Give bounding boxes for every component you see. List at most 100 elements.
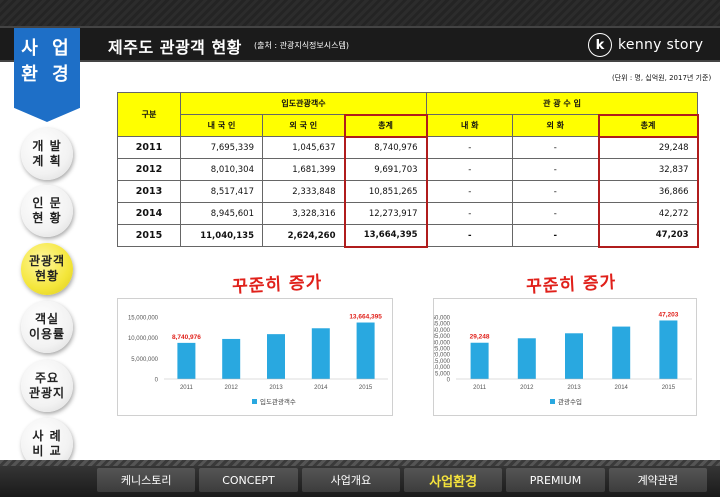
- annotation-revenue: 꾸준히 증가: [525, 272, 617, 298]
- table-cell-domestic: 8,945,601: [180, 202, 263, 225]
- table-cell-total: 12,273,917: [343, 202, 428, 225]
- unit-note: (단위 : 명, 십억원, 2017년 기준): [612, 74, 712, 82]
- bottom-nav: 케니스토리 CONCEPT 사업개요 사업환경 PREMIUM 계약관련: [97, 468, 707, 494]
- y-tick-label: 15,000,000: [128, 316, 159, 322]
- table-cell-foreign: 2,624,260: [262, 224, 345, 247]
- header-domestic: 내 국 인: [180, 114, 263, 137]
- visitors-chart: 0 5,000,000 10,000,000 15,000,000 2011 8,740,…: [117, 298, 393, 416]
- side-nav-development-plan[interactable]: 개 발 계 획: [21, 128, 73, 180]
- table-cell-rev_d: -: [426, 180, 514, 203]
- table-cell-domestic: 11,040,135: [180, 224, 263, 247]
- tab-contract[interactable]: 계약관련: [608, 468, 707, 492]
- y-tick-label: 5,000,000: [131, 357, 158, 363]
- table-cell-rev_d: -: [426, 202, 514, 225]
- y-tick-label: 40,000: [434, 328, 451, 334]
- side-nav-attractions[interactable]: 주요 관광지: [21, 360, 73, 412]
- side-nav-label: 객실 이용률: [28, 312, 66, 341]
- page-title: 제주도 관광객 현황: [108, 38, 242, 57]
- bar-2013: [267, 334, 285, 379]
- y-tick-label: 0: [155, 378, 159, 384]
- legend-swatch: [550, 399, 555, 404]
- table-cell-rev_total: 32,837: [597, 158, 699, 181]
- legend-label: 입도관광객수: [260, 397, 296, 406]
- table-cell-total: 8,740,976: [343, 136, 428, 159]
- table-row: 2011 7,695,339 1,045,637 8,740,976- -29,248: [117, 136, 699, 159]
- table-cell-total: 9,691,703: [343, 158, 428, 181]
- section-tag-line1: 사 업: [21, 38, 73, 59]
- x-tick-label: 2013: [567, 385, 581, 391]
- table-cell-rev_d: -: [426, 136, 514, 159]
- side-nav-label: 사 례 비 교: [32, 429, 62, 458]
- y-tick-label: 15,000: [434, 359, 451, 365]
- logo-text: kenny story: [618, 37, 704, 53]
- legend-swatch: [252, 399, 257, 404]
- revenue-chart-svg: 05,00010,00015,00020,00025,00030,00035,0…: [434, 311, 692, 406]
- data-label: 8,740,976: [172, 334, 201, 341]
- table-cell-foreign: 2,333,848: [262, 180, 345, 203]
- table-cell-rev_d: -: [426, 224, 514, 247]
- table-row: 2015 11,040,135 2,624,260 13,664,395- -47,20…: [117, 224, 699, 248]
- x-tick-label: 2015: [662, 385, 676, 391]
- table-cell-domestic: 8,010,304: [180, 158, 263, 181]
- side-nav-label: 주요 관광지: [28, 371, 66, 400]
- legend-label: 관광수입: [558, 397, 582, 406]
- side-nav-tourists[interactable]: 관광객 현황: [21, 243, 73, 295]
- bar-2011: [470, 342, 489, 379]
- data-label: 47,203: [658, 311, 678, 318]
- y-tick-label: 50,000: [434, 316, 451, 322]
- bar-2013: [565, 333, 583, 379]
- x-tick-label: 2015: [359, 385, 373, 391]
- side-nav-label: 인 문 현 황: [32, 196, 62, 225]
- table-cell-rev_total: 42,272: [597, 202, 699, 225]
- logo[interactable]: k kenny story: [588, 32, 703, 58]
- table-cell-rev_f: -: [512, 158, 600, 181]
- table-cell-year: 2014: [117, 202, 181, 225]
- table-cell-rev_f: -: [512, 202, 600, 225]
- header-revenue-total: 총계: [597, 113, 699, 138]
- table-cell-year: 2011: [117, 136, 181, 159]
- table-cell-year: 2013: [117, 180, 181, 203]
- x-tick-label: 2012: [520, 385, 534, 391]
- page-source: (출처 : 관광지식정보시스템): [254, 41, 349, 50]
- table-cell-foreign: 1,045,637: [262, 136, 345, 159]
- table-cell-rev_total: 29,248: [597, 136, 699, 159]
- x-tick-label: 2012: [225, 385, 239, 391]
- y-tick-label: 35,000: [434, 334, 451, 340]
- table-cell-rev_f: -: [512, 136, 600, 159]
- bar-2014: [612, 326, 631, 379]
- table-cell-rev_total: 47,203: [597, 224, 699, 248]
- annotation-visitors: 꾸준히 증가: [231, 272, 323, 298]
- y-tick-label: 20,000: [434, 353, 451, 359]
- tourist-table: 구분 입도관광객수 관 광 수 입 내 국 인 외 국 인 총계 내 화 외 화…: [117, 92, 699, 248]
- tab-kenny-story[interactable]: 케니스토리: [97, 468, 196, 492]
- tab-concept[interactable]: CONCEPT: [199, 468, 298, 492]
- bar-2012: [222, 338, 241, 379]
- header-visitors-total: 총계: [343, 113, 428, 138]
- y-tick-label: 10,000: [434, 365, 451, 371]
- visitors-chart-svg: 0 5,000,000 10,000,000 15,000,000 2011 8,740,…: [128, 314, 388, 406]
- table-cell-rev_f: -: [512, 224, 600, 247]
- table-row: 2014 8,945,601 3,328,316 12,273,917- -42,272: [117, 202, 699, 225]
- table-cell-total: 10,851,265: [343, 180, 428, 203]
- y-tick-label: 45,000: [434, 322, 451, 328]
- data-label: 29,248: [470, 334, 490, 341]
- bar-2015: [659, 320, 678, 379]
- side-nav-label: 관광객 현황: [28, 254, 66, 283]
- tab-premium[interactable]: PREMIUM: [506, 468, 605, 492]
- y-tick-label: 0: [447, 378, 451, 384]
- side-nav-occupancy[interactable]: 객실 이용률: [21, 301, 73, 353]
- side-nav-humanities[interactable]: 인 문 현 황: [21, 185, 73, 237]
- table-cell-domestic: 8,517,417: [180, 180, 263, 203]
- table-cell-rev_f: -: [512, 180, 600, 203]
- bar-2015: [356, 322, 375, 379]
- x-tick-label: 2013: [269, 385, 283, 391]
- header-revenue: 관 광 수 입: [426, 92, 699, 115]
- y-tick-label: 30,000: [434, 340, 451, 346]
- logo-mark-icon: k: [588, 33, 612, 57]
- table-cell-year: 2015: [117, 224, 181, 247]
- tab-business-overview[interactable]: 사업개요: [301, 468, 400, 492]
- revenue-chart: 05,00010,00015,00020,00025,00030,00035,0…: [433, 298, 697, 416]
- table-row: 2013 8,517,417 2,333,848 10,851,265- -36,866: [117, 180, 699, 203]
- header-foreign-currency: 외 화: [512, 114, 600, 137]
- tab-business-environment[interactable]: 사업환경: [403, 468, 503, 492]
